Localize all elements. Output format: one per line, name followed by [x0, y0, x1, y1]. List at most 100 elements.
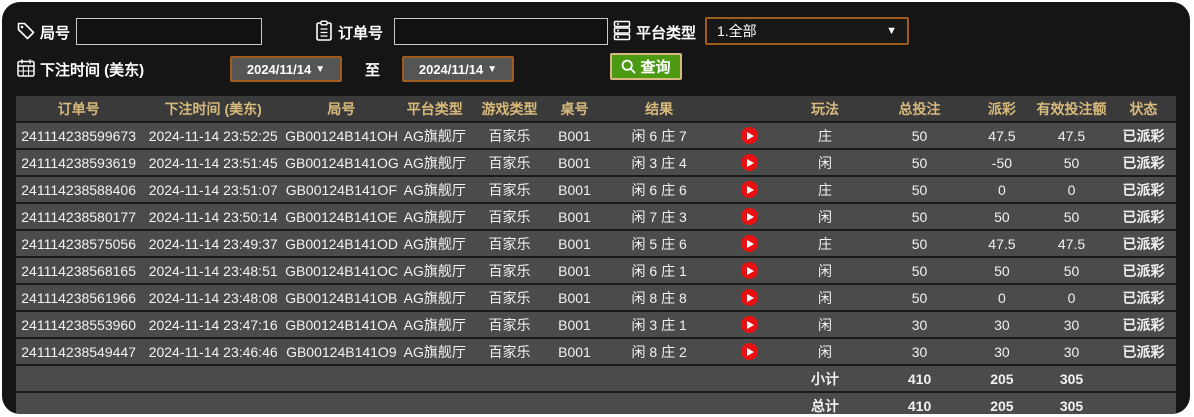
- total-label: 总计: [782, 391, 868, 414]
- replay-play-icon[interactable]: [741, 127, 759, 145]
- order-number-cell: 241114238599673: [16, 121, 142, 149]
- round-number-cell: GB00124B141OF: [285, 175, 398, 203]
- chevron-down-icon: ▼: [487, 63, 498, 75]
- table-number-cell: B001: [547, 121, 602, 149]
- total-spacer: [16, 391, 783, 414]
- replay-play-icon[interactable]: [741, 208, 759, 226]
- platform-type-value: 1.全部: [717, 23, 757, 39]
- table-number-cell: B001: [547, 175, 602, 203]
- bet-time-cell: 2024-11-14 23:50:14: [141, 202, 286, 230]
- game-type-cell: 百家乐: [471, 121, 548, 149]
- replay-cell: [716, 310, 783, 338]
- replay-play-icon[interactable]: [741, 235, 759, 253]
- replay-play-icon[interactable]: [741, 181, 759, 199]
- table-number-cell: B001: [547, 148, 602, 176]
- total-payout: 205: [971, 391, 1033, 414]
- result-cell: 闲 3 庄 4: [601, 148, 717, 176]
- replay-cell: [716, 256, 783, 284]
- order-number-cell: 241114238580177: [16, 202, 142, 230]
- valid-bet-cell: 50: [1032, 256, 1111, 284]
- total-row: 总计 410 205 305: [16, 391, 1176, 414]
- platform-type-cell: AG旗舰厅: [397, 148, 472, 176]
- order-number-cell: 241114238575056: [16, 229, 142, 257]
- game-type-cell: 百家乐: [471, 202, 548, 230]
- platform-type-select[interactable]: 1.全部 ▼: [705, 17, 909, 45]
- payout-cell: 0: [971, 175, 1033, 203]
- bet-type-cell: 闲: [782, 337, 868, 365]
- subtotal-spacer: [16, 364, 783, 392]
- order-number-cell: 241114238549447: [16, 337, 142, 365]
- bet-time-cell: 2024-11-14 23:48:08: [141, 283, 286, 311]
- total-bet-cell: 50: [867, 229, 972, 257]
- total-bet-cell: 50: [867, 121, 972, 149]
- round-number-cell: GB00124B141OB: [285, 283, 398, 311]
- total-bet-cell: 50: [867, 148, 972, 176]
- game-type-cell: 百家乐: [471, 337, 548, 365]
- table-header-row: 订单号 下注时间 (美东) 局号 平台类型 游戏类型 桌号 结果 玩法 总投注 …: [16, 96, 1176, 122]
- replay-cell: [716, 283, 783, 311]
- search-icon: [621, 59, 636, 74]
- platform-type-cell: AG旗舰厅: [397, 256, 472, 284]
- status-cell: 已派彩: [1110, 175, 1176, 203]
- table-row: 241114238549447 2024-11-14 23:46:46 GB00…: [16, 337, 1176, 365]
- subtotal-valid-bet: 305: [1032, 364, 1111, 392]
- replay-play-icon[interactable]: [741, 343, 759, 361]
- order-number-cell: 241114238588406: [16, 175, 142, 203]
- total-bet-cell: 50: [867, 283, 972, 311]
- date-to-picker[interactable]: 2024/11/14 ▼: [402, 56, 514, 82]
- subtotal-total-bet: 410: [867, 364, 972, 392]
- bet-time-cell: 2024-11-14 23:48:51: [141, 256, 286, 284]
- valid-bet-cell: 47.5: [1032, 229, 1111, 257]
- replay-cell: [716, 175, 783, 203]
- date-from-value: 2024/11/14: [246, 61, 312, 77]
- platform-type-cell: AG旗舰厅: [397, 202, 472, 230]
- round-number-cell: GB00124B141O9: [285, 337, 398, 365]
- bet-type-cell: 闲: [782, 148, 868, 176]
- result-cell: 闲 6 庄 1: [601, 256, 717, 284]
- total-bet-cell: 30: [867, 337, 972, 365]
- col-platform-type: 平台类型: [397, 96, 472, 122]
- payout-cell: 50: [971, 256, 1033, 284]
- bet-time-cell: 2024-11-14 23:49:37: [141, 229, 286, 257]
- server-stack-icon: [612, 19, 632, 41]
- valid-bet-cell: 0: [1032, 175, 1111, 203]
- subtotal-row: 小计 410 205 305: [16, 364, 1176, 392]
- valid-bet-cell: 0: [1032, 283, 1111, 311]
- table-row: 241114238561966 2024-11-14 23:48:08 GB00…: [16, 283, 1176, 311]
- game-type-cell: 百家乐: [471, 256, 548, 284]
- table-row: 241114238580177 2024-11-14 23:50:14 GB00…: [16, 202, 1176, 230]
- table-number-cell: B001: [547, 337, 602, 365]
- platform-type-cell: AG旗舰厅: [397, 283, 472, 311]
- status-cell: 已派彩: [1110, 256, 1176, 284]
- col-order-number: 订单号: [16, 96, 142, 122]
- order-number-input[interactable]: [394, 18, 608, 45]
- table-row: 241114238588406 2024-11-14 23:51:07 GB00…: [16, 175, 1176, 203]
- tag-icon: [16, 21, 36, 41]
- table-number-cell: B001: [547, 283, 602, 311]
- game-type-cell: 百家乐: [471, 283, 548, 311]
- table-row: 241114238593619 2024-11-14 23:51:45 GB00…: [16, 148, 1176, 176]
- bet-type-cell: 庄: [782, 229, 868, 257]
- status-cell: 已派彩: [1110, 337, 1176, 365]
- round-number-input[interactable]: [76, 18, 262, 45]
- bet-time-label: 下注时间 (美东): [40, 62, 145, 79]
- result-cell: 闲 7 庄 3: [601, 202, 717, 230]
- replay-play-icon[interactable]: [741, 262, 759, 280]
- col-round-number: 局号: [285, 96, 398, 122]
- col-replay: [716, 96, 783, 122]
- replay-play-icon[interactable]: [741, 154, 759, 172]
- status-cell: 已派彩: [1110, 229, 1176, 257]
- query-button[interactable]: 查询: [610, 53, 682, 80]
- payout-cell: 50: [971, 202, 1033, 230]
- chevron-down-icon: ▼: [886, 25, 897, 37]
- col-bet-type: 玩法: [782, 96, 868, 122]
- table-row: 241114238599673 2024-11-14 23:52:25 GB00…: [16, 121, 1176, 149]
- round-number-cell: GB00124B141OA: [285, 310, 398, 338]
- replay-play-icon[interactable]: [741, 316, 759, 334]
- game-type-cell: 百家乐: [471, 310, 548, 338]
- status-cell: 已派彩: [1110, 148, 1176, 176]
- platform-type-cell: AG旗舰厅: [397, 310, 472, 338]
- replay-play-icon[interactable]: [741, 289, 759, 307]
- date-from-picker[interactable]: 2024/11/14 ▼: [230, 56, 342, 82]
